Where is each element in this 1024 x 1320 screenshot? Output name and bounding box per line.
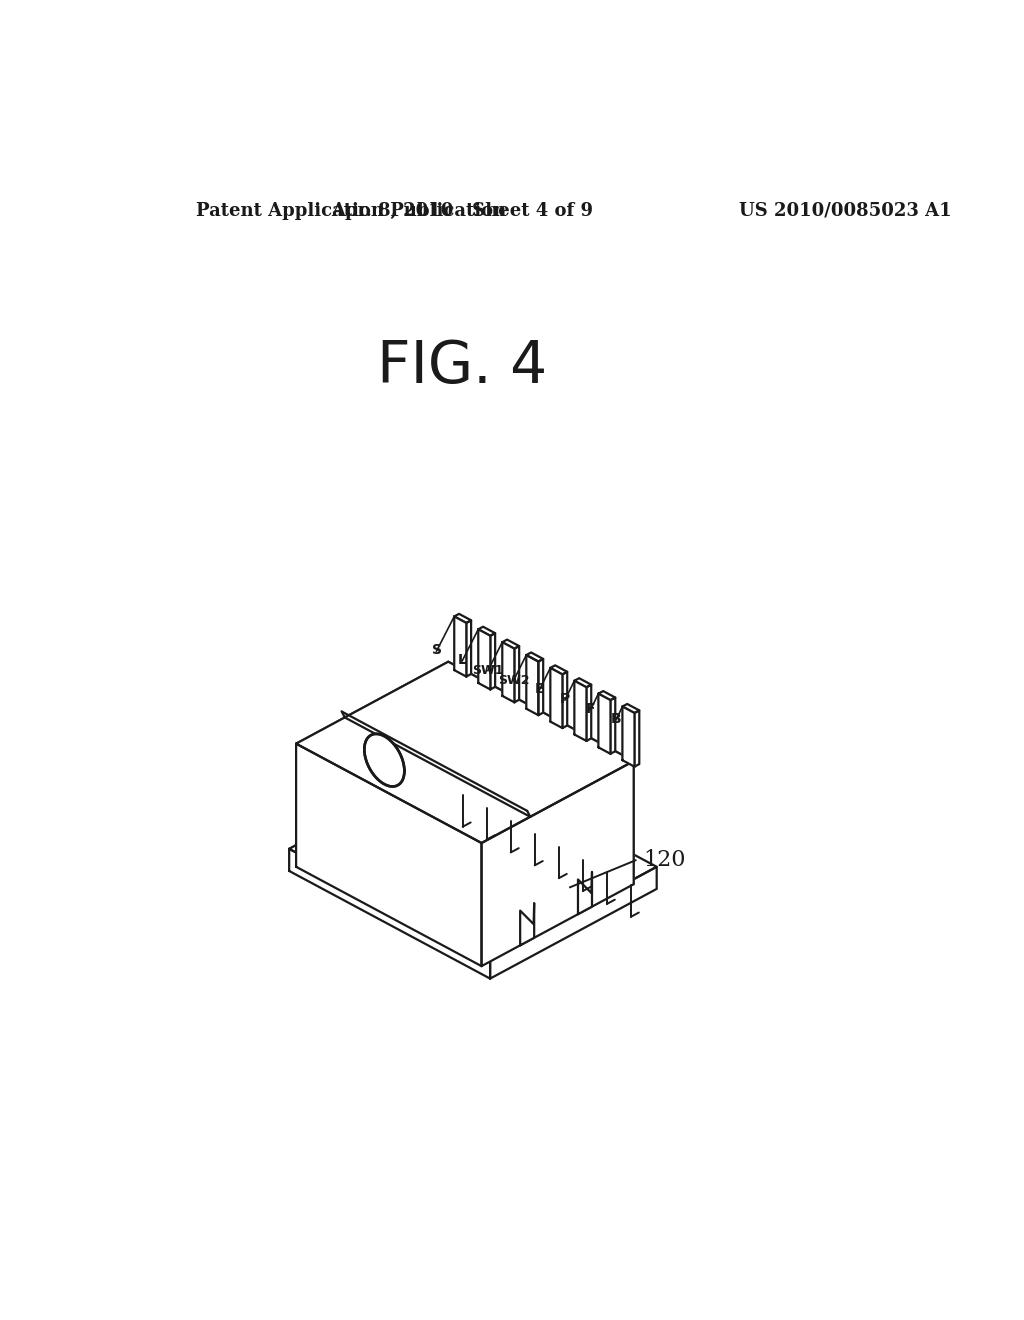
Polygon shape	[490, 634, 496, 689]
Polygon shape	[598, 692, 615, 700]
Text: L: L	[458, 653, 467, 667]
Polygon shape	[574, 678, 591, 688]
Polygon shape	[289, 759, 456, 871]
Polygon shape	[455, 616, 466, 677]
Text: US 2010/0085023 A1: US 2010/0085023 A1	[739, 202, 951, 219]
Polygon shape	[574, 681, 587, 741]
Polygon shape	[550, 665, 567, 675]
Polygon shape	[455, 614, 471, 623]
Polygon shape	[520, 903, 535, 945]
Text: B: B	[611, 711, 622, 726]
Polygon shape	[503, 643, 514, 702]
Text: F: F	[586, 702, 595, 715]
Polygon shape	[598, 694, 610, 754]
Text: FIG. 4: FIG. 4	[377, 338, 547, 395]
Polygon shape	[578, 873, 592, 915]
Polygon shape	[562, 672, 567, 729]
Polygon shape	[478, 630, 490, 689]
Polygon shape	[466, 620, 471, 677]
Polygon shape	[490, 867, 656, 978]
Text: SW1: SW1	[472, 664, 504, 677]
Polygon shape	[481, 762, 634, 966]
Polygon shape	[526, 655, 539, 715]
Text: E: E	[535, 682, 544, 697]
Polygon shape	[365, 734, 404, 787]
Text: 120: 120	[643, 849, 686, 871]
Polygon shape	[550, 668, 562, 729]
Polygon shape	[623, 706, 635, 767]
Polygon shape	[610, 697, 615, 754]
Text: Apr. 8, 2010   Sheet 4 of 9: Apr. 8, 2010 Sheet 4 of 9	[331, 202, 593, 219]
Polygon shape	[296, 661, 449, 867]
Polygon shape	[587, 685, 591, 741]
Polygon shape	[503, 640, 519, 648]
Polygon shape	[478, 627, 496, 636]
Polygon shape	[514, 645, 519, 702]
Text: S: S	[431, 643, 441, 657]
Polygon shape	[296, 743, 481, 966]
Text: Patent Application Publication: Patent Application Publication	[196, 202, 506, 219]
Text: SW2: SW2	[498, 673, 529, 686]
Polygon shape	[539, 659, 543, 715]
Polygon shape	[526, 652, 543, 661]
Polygon shape	[296, 661, 634, 843]
Polygon shape	[289, 849, 490, 978]
Text: P: P	[560, 692, 570, 706]
Polygon shape	[623, 704, 639, 713]
Polygon shape	[289, 759, 656, 957]
Polygon shape	[635, 710, 639, 767]
Polygon shape	[449, 661, 634, 884]
